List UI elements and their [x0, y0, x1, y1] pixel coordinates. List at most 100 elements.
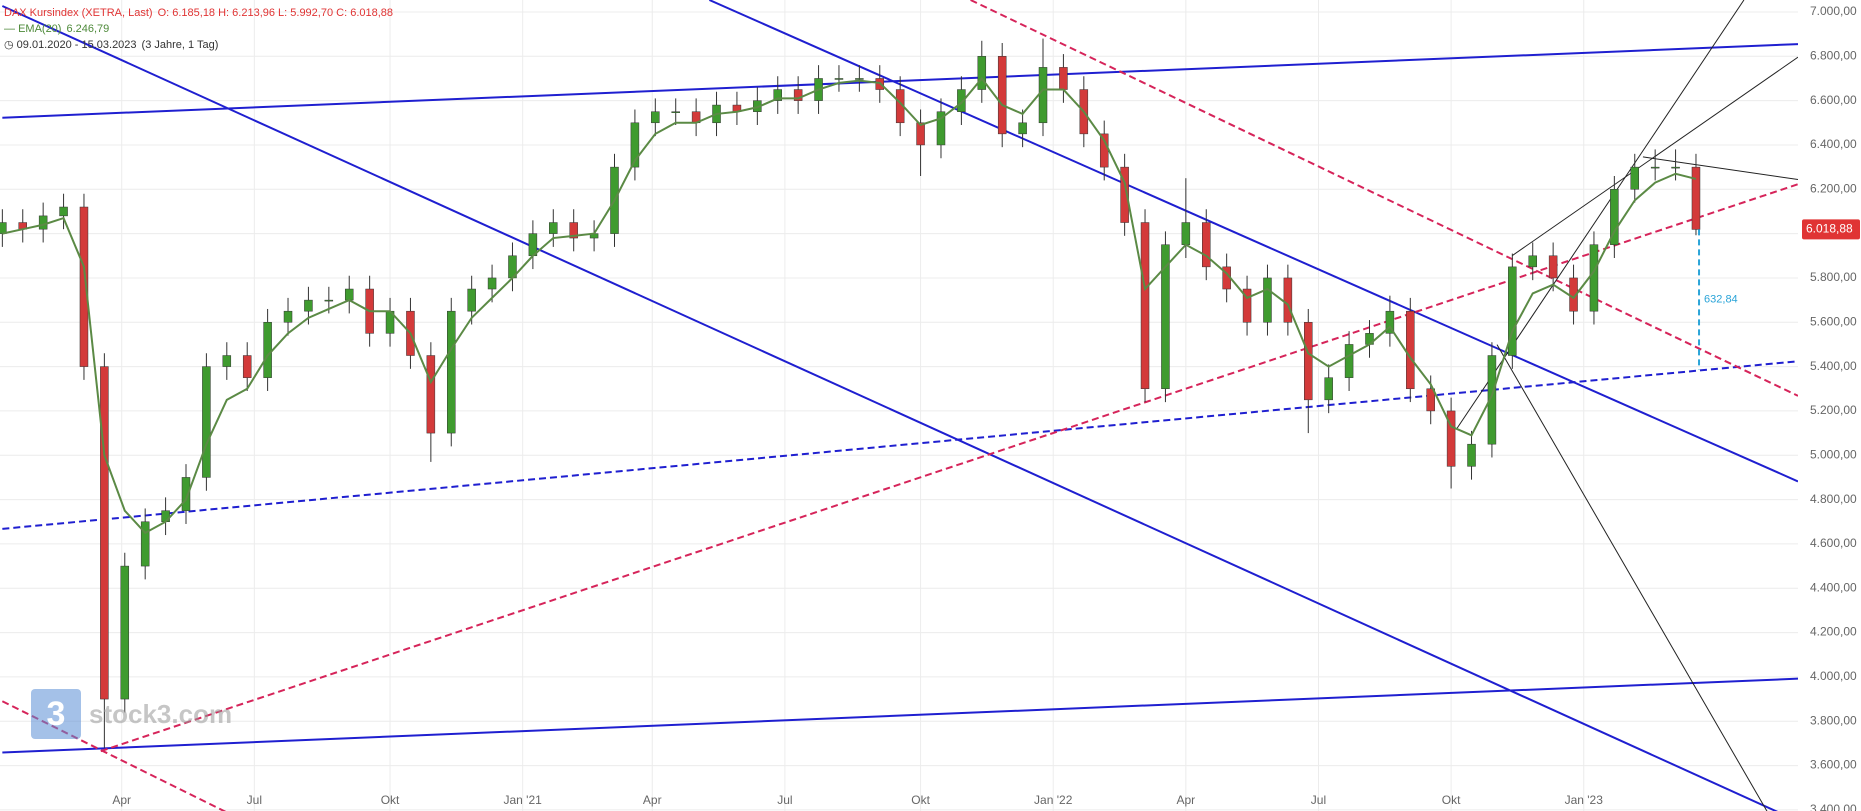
y-tick-label: 3.600,00	[1810, 758, 1857, 772]
candle-body	[1630, 166, 1640, 190]
candle-body	[1426, 388, 1435, 412]
candle-body	[242, 355, 252, 378]
y-tick-label: 4.000,00	[1810, 669, 1857, 683]
y-tick-label: 6.200,00	[1810, 181, 1857, 195]
x-tick-label: Okt	[1442, 793, 1461, 807]
x-tick-label: Jul	[247, 793, 262, 807]
grid	[0, 0, 1798, 811]
candle-body	[569, 222, 578, 239]
header: DAX Kursindex (XETRA, Last) O: 6.185,18 H…	[4, 5, 398, 53]
candle-body	[487, 277, 497, 290]
watermark-text: stock3.com	[89, 698, 233, 729]
header-line: — EMA(20) 6.246,79	[4, 23, 110, 35]
y-tick-label: 4.200,00	[1810, 625, 1857, 639]
candle-body	[1161, 244, 1170, 390]
candle-body	[140, 521, 150, 567]
trendline	[1496, 344, 1768, 811]
x-tick-label: Apr	[112, 793, 131, 807]
y-tick-label: 4.800,00	[1810, 492, 1857, 506]
candle-body	[467, 288, 476, 312]
candle-body	[100, 366, 109, 700]
y-tick-label: 6.600,00	[1810, 93, 1857, 107]
y-tick-label: 5.400,00	[1810, 359, 1857, 373]
candle-body	[1446, 410, 1456, 467]
header-line: DAX Kursindex (XETRA, Last) O: 6.185,18 H…	[4, 5, 398, 21]
candle-body	[773, 89, 782, 101]
trendline	[1, 5, 1779, 811]
candle-body	[1508, 266, 1517, 356]
legend-name: EMA(20)	[18, 23, 62, 35]
candle-body	[916, 122, 925, 146]
candle-body	[957, 89, 966, 112]
candle-body	[1324, 377, 1333, 401]
candle-body	[1344, 344, 1354, 378]
candle-body	[1140, 222, 1150, 390]
candle-body	[1528, 255, 1537, 268]
measure-label: 632,84	[1704, 293, 1738, 305]
candle-body	[324, 299, 334, 302]
candles: 632,84	[0, 38, 1738, 748]
candle-body	[1610, 189, 1619, 245]
candle-body	[1467, 443, 1476, 467]
x-tick-label: Jan '23	[1565, 793, 1604, 807]
candle-body	[1589, 244, 1599, 312]
candle-body	[38, 215, 48, 230]
candle-body	[834, 78, 844, 80]
x-tick-label: Apr	[1177, 793, 1196, 807]
ohlc: O: 6.185,18 H: 6.213,96 L: 5.992,70 C: 6…	[157, 7, 394, 19]
candle-body	[426, 355, 436, 434]
x-tick-label: Apr	[643, 793, 662, 807]
y-tick-label: 6.400,00	[1810, 137, 1857, 151]
y-tick-label: 7.000,00	[1810, 4, 1857, 18]
trendline	[1, 700, 227, 811]
candle-body	[1018, 122, 1027, 135]
title: DAX Kursindex (XETRA, Last)	[4, 7, 153, 19]
candle-body	[1548, 255, 1558, 279]
period: (3 Jahre, 1 Tag)	[141, 39, 219, 51]
trendline	[1642, 156, 1798, 181]
trendline	[2, 677, 1798, 754]
candle-body	[793, 89, 803, 101]
last-price-box	[1802, 219, 1860, 240]
candle-body	[59, 206, 68, 217]
x-tick-label: Okt	[911, 793, 930, 807]
trendline	[708, 0, 1798, 483]
candle-body	[447, 310, 456, 434]
candle-body	[977, 56, 987, 90]
candle-body	[1304, 322, 1313, 401]
y-tick-label: 3.400,00	[1810, 802, 1857, 811]
candle-body	[79, 206, 89, 367]
trendline	[2, 360, 1798, 530]
candle-body	[1202, 222, 1211, 268]
candle-body	[1038, 67, 1048, 124]
candle-body	[1691, 166, 1701, 230]
candle-body	[1487, 355, 1497, 445]
x-tick-label: Jul	[1311, 793, 1326, 807]
last-price-label: 6.018,88	[1806, 222, 1853, 236]
y-tick-label: 5.000,00	[1810, 447, 1857, 461]
ema-line	[2, 76, 1697, 535]
candle-body	[1181, 222, 1191, 245]
trendline	[1456, 0, 1745, 429]
candle-body	[1671, 166, 1680, 169]
header-line: ◷ 09.01.2020 - 15.03.2023 (3 Jahre, 1 Tag…	[4, 39, 219, 51]
watermark: 3 stock3.com	[31, 689, 232, 739]
candle-body	[936, 111, 946, 146]
x-tick-label: Jul	[777, 793, 792, 807]
candle-body	[997, 56, 1007, 135]
candle-body	[304, 299, 313, 312]
candle-body	[1385, 310, 1395, 334]
candle-body	[1650, 166, 1660, 169]
candle-body	[671, 111, 680, 113]
legend-value: 6.246,79	[66, 23, 110, 35]
y-tick-label: 5.800,00	[1810, 270, 1857, 284]
axis: 3.400,00 3.600,00 3.800,00 4.000,00 4.200,00…	[112, 4, 1860, 811]
date-range: 09.01.2020 - 15.03.2023	[16, 39, 137, 51]
candle-body	[1242, 288, 1252, 323]
y-tick-label: 6.800,00	[1810, 48, 1857, 62]
candle-body	[1406, 310, 1415, 390]
candle-body	[120, 565, 130, 700]
trendline	[970, 0, 1798, 397]
